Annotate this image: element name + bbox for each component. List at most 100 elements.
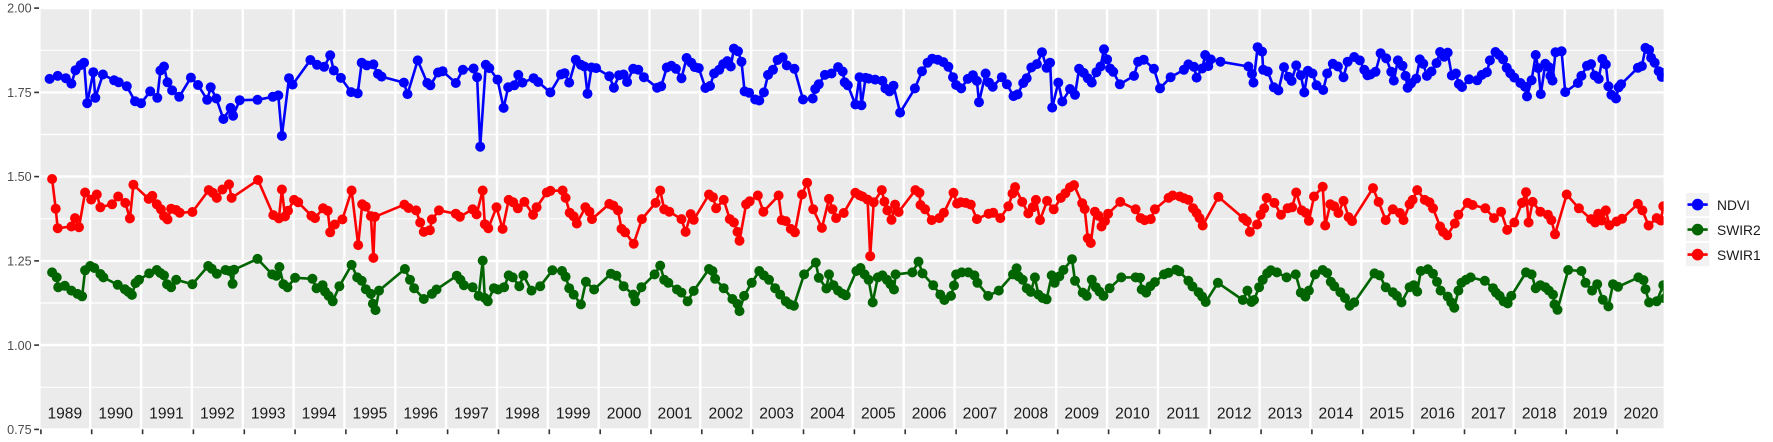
data-point-ndvi bbox=[121, 81, 132, 92]
data-point-swir2 bbox=[477, 255, 488, 266]
data-point-ndvi bbox=[1644, 44, 1655, 55]
legend-label: NDVI bbox=[1717, 198, 1750, 213]
x-axis-label: 2004 bbox=[810, 406, 845, 423]
data-point-swir1 bbox=[890, 199, 901, 210]
data-point-ndvi bbox=[917, 66, 927, 77]
data-point-swir2 bbox=[51, 272, 62, 283]
data-point-ndvi bbox=[376, 71, 387, 82]
data-point-swir1 bbox=[226, 192, 237, 203]
data-point-ndvi bbox=[1526, 75, 1537, 86]
x-axis-label: 2005 bbox=[861, 406, 896, 423]
data-point-ndvi bbox=[1397, 60, 1408, 71]
data-point-swir2 bbox=[568, 289, 579, 300]
data-point-swir2 bbox=[1174, 266, 1185, 277]
data-point-ndvi bbox=[987, 81, 998, 92]
data-point-ndvi bbox=[1547, 75, 1558, 86]
data-point-swir1 bbox=[914, 187, 925, 198]
data-point-swir2 bbox=[134, 274, 144, 285]
data-point-swir2 bbox=[889, 284, 899, 295]
data-point-swir1 bbox=[680, 226, 691, 237]
data-point-swir2 bbox=[1271, 267, 1282, 278]
data-point-swir1 bbox=[1467, 200, 1478, 210]
data-point-swir2 bbox=[1135, 272, 1146, 283]
data-point-ndvi bbox=[1322, 68, 1333, 79]
y-axis-label: 1.25 bbox=[7, 255, 32, 269]
data-point-swir2 bbox=[739, 290, 750, 301]
data-point-ndvi bbox=[670, 63, 681, 74]
data-point-swir1 bbox=[1320, 220, 1331, 231]
data-point-swir2 bbox=[972, 277, 983, 288]
data-point-ndvi bbox=[1243, 61, 1254, 72]
x-axis-label: 2015 bbox=[1369, 406, 1404, 423]
data-point-swir1 bbox=[688, 214, 699, 225]
data-point-ndvi bbox=[1299, 87, 1310, 98]
data-point-swir2 bbox=[271, 270, 282, 281]
data-point-swir1 bbox=[424, 225, 435, 236]
data-point-ndvi bbox=[980, 68, 991, 79]
data-point-swir2 bbox=[1081, 290, 1092, 301]
data-point-ndvi bbox=[1053, 77, 1064, 88]
data-point-swir1 bbox=[1502, 224, 1513, 235]
data-point-swir1 bbox=[147, 190, 158, 201]
data-point-ndvi bbox=[1611, 93, 1621, 104]
data-point-ndvi bbox=[604, 71, 615, 82]
data-point-ndvi bbox=[484, 63, 495, 74]
data-point-ndvi bbox=[1530, 50, 1541, 60]
data-point-swir1 bbox=[1368, 183, 1378, 194]
data-point-ndvi bbox=[202, 94, 213, 105]
data-point-swir1 bbox=[80, 187, 91, 198]
data-point-ndvi bbox=[136, 98, 147, 109]
x-axis-label: 1991 bbox=[149, 406, 184, 423]
data-point-ndvi bbox=[1037, 47, 1047, 58]
data-point-swir1 bbox=[70, 213, 80, 224]
data-point-swir1 bbox=[124, 213, 135, 224]
data-point-swir1 bbox=[512, 203, 523, 214]
data-point-ndvi bbox=[1129, 70, 1139, 81]
data-point-swir2 bbox=[676, 287, 687, 298]
data-point-swir1 bbox=[1048, 204, 1059, 215]
data-point-swir1 bbox=[329, 219, 340, 230]
data-point-swir2 bbox=[764, 274, 774, 285]
data-point-swir1 bbox=[1244, 226, 1255, 237]
data-point-ndvi bbox=[1522, 91, 1532, 102]
data-point-swir2 bbox=[1396, 297, 1407, 308]
data-point-swir2 bbox=[655, 260, 666, 271]
data-point-swir2 bbox=[1449, 302, 1460, 313]
data-point-swir2 bbox=[589, 284, 600, 295]
data-point-swir2 bbox=[1303, 285, 1314, 296]
x-axis-label: 1997 bbox=[454, 406, 489, 423]
data-point-swir1 bbox=[1643, 220, 1654, 231]
data-point-ndvi bbox=[1457, 82, 1467, 92]
data-point-ndvi bbox=[1484, 55, 1495, 66]
data-point-ndvi bbox=[837, 66, 848, 77]
data-point-swir1 bbox=[876, 185, 887, 196]
data-point-swir1 bbox=[1596, 215, 1607, 226]
data-point-ndvi bbox=[789, 63, 800, 74]
data-point-ndvi bbox=[1286, 75, 1297, 86]
y-axis-label: 1.50 bbox=[7, 170, 32, 184]
data-point-swir1 bbox=[831, 213, 842, 224]
data-point-swir1 bbox=[1149, 204, 1160, 215]
data-point-swir1 bbox=[1261, 192, 1272, 203]
data-point-ndvi bbox=[1418, 58, 1429, 69]
data-point-ndvi bbox=[368, 59, 379, 70]
data-point-swir2 bbox=[282, 282, 293, 293]
data-point-ndvi bbox=[88, 67, 99, 78]
data-point-swir1 bbox=[369, 211, 380, 222]
data-point-swir2 bbox=[1340, 293, 1350, 303]
data-point-swir2 bbox=[482, 296, 493, 307]
data-point-ndvi bbox=[450, 78, 461, 88]
data-point-swir1 bbox=[636, 214, 647, 225]
data-point-swir2 bbox=[949, 280, 959, 291]
data-point-swir1 bbox=[1428, 203, 1438, 214]
data-point-swir1 bbox=[1535, 206, 1546, 217]
data-point-ndvi bbox=[228, 110, 239, 121]
data-point-swir1 bbox=[293, 197, 304, 208]
series-swir1 bbox=[47, 174, 1664, 263]
data-point-swir2 bbox=[1041, 294, 1052, 305]
y-axis-label: 1.75 bbox=[7, 86, 32, 100]
data-point-swir2 bbox=[1149, 277, 1160, 288]
data-point-swir2 bbox=[1070, 275, 1080, 286]
data-point-swir1 bbox=[1103, 208, 1114, 219]
data-point-swir2 bbox=[98, 272, 109, 283]
